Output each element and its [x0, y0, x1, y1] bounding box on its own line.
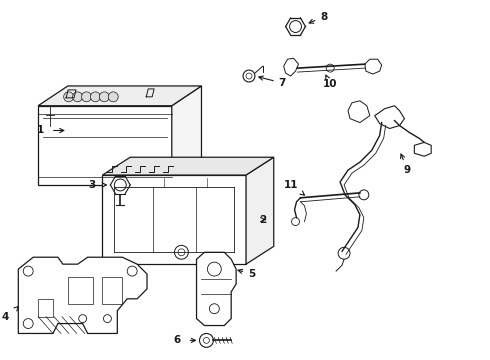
Text: 9: 9	[401, 154, 411, 175]
Polygon shape	[38, 106, 172, 185]
Text: 5: 5	[238, 269, 255, 279]
Polygon shape	[102, 175, 246, 264]
Polygon shape	[246, 157, 274, 264]
Polygon shape	[38, 86, 201, 106]
Text: 8: 8	[309, 12, 327, 23]
Circle shape	[99, 92, 109, 102]
Text: 11: 11	[284, 180, 304, 195]
Polygon shape	[172, 86, 201, 185]
Polygon shape	[348, 101, 370, 122]
Circle shape	[108, 92, 118, 102]
Text: 10: 10	[323, 75, 338, 89]
Polygon shape	[196, 252, 236, 325]
Text: 3: 3	[89, 180, 106, 190]
Polygon shape	[102, 157, 274, 175]
Circle shape	[81, 92, 92, 102]
Circle shape	[73, 92, 82, 102]
Polygon shape	[375, 106, 404, 129]
Text: 7: 7	[259, 76, 286, 88]
Text: 6: 6	[174, 336, 196, 345]
Circle shape	[64, 92, 74, 102]
Polygon shape	[18, 257, 147, 333]
Text: 2: 2	[259, 215, 266, 225]
Text: 1: 1	[37, 126, 64, 135]
Polygon shape	[284, 58, 298, 76]
Text: 4: 4	[2, 306, 19, 321]
Polygon shape	[365, 59, 382, 74]
Circle shape	[91, 92, 100, 102]
Polygon shape	[415, 142, 431, 156]
